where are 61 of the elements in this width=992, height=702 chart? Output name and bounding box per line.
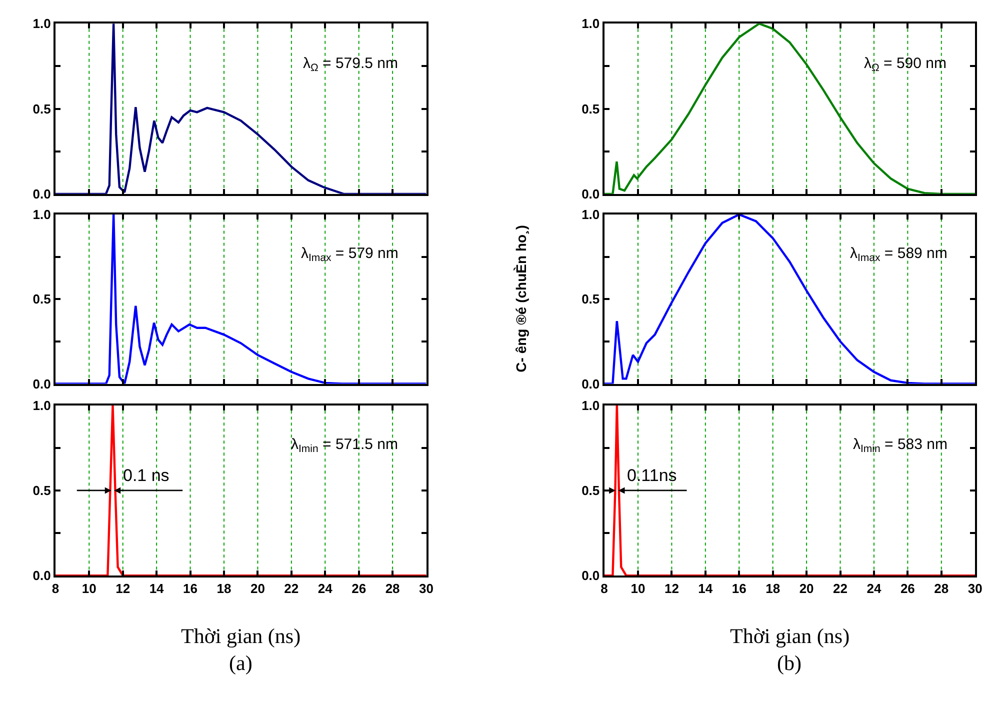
annotation: λ$_{Ω}$ = 579.5 nm bbox=[303, 55, 398, 74]
annotation: λ$_{Ω}$ = 590 nm bbox=[864, 55, 946, 74]
x-tick-label: 20 bbox=[799, 581, 814, 596]
x-tick-label: 16 bbox=[183, 581, 198, 596]
y-tick-label: 0.0 bbox=[582, 186, 600, 202]
y-axis-title: C- êng ®é (chuÈn ho¸) bbox=[513, 225, 530, 372]
x-tick-label: 16 bbox=[732, 581, 746, 596]
y-tick-label: 0.0 bbox=[582, 568, 600, 584]
x-tick-label: 22 bbox=[284, 581, 299, 596]
y-tick-label: 1.0 bbox=[32, 207, 51, 222]
line-series bbox=[604, 405, 976, 576]
line-series bbox=[55, 214, 426, 384]
y-tick-label: 0.0 bbox=[582, 376, 600, 392]
x-tick-label: 12 bbox=[116, 581, 130, 596]
x-tick-label: 22 bbox=[833, 581, 848, 596]
line-series bbox=[604, 214, 976, 384]
x-tick-label: 30 bbox=[419, 581, 434, 596]
text: (a) bbox=[229, 651, 252, 675]
text: (b) bbox=[777, 651, 802, 675]
y-tick-label: 0.5 bbox=[582, 482, 600, 498]
x-tick-label: 12 bbox=[664, 581, 679, 596]
x-tick-label: 8 bbox=[52, 581, 60, 596]
y-tick-label: 1.0 bbox=[32, 398, 51, 413]
x-tick-label: 28 bbox=[385, 581, 400, 596]
line-series bbox=[55, 405, 426, 576]
line-series bbox=[604, 24, 976, 194]
annotation: 0.11ns bbox=[627, 466, 677, 485]
y-tick-label: 0.0 bbox=[32, 186, 51, 202]
x-tick-label: 28 bbox=[934, 581, 949, 596]
y-tick-label: 1.0 bbox=[582, 398, 600, 413]
x-tick-label: 26 bbox=[352, 581, 366, 596]
y-tick-label: 1.0 bbox=[582, 207, 600, 222]
line-series bbox=[55, 24, 426, 194]
x-tick-label: 30 bbox=[968, 581, 982, 596]
y-tick-label: 1.0 bbox=[582, 16, 600, 32]
x-tick-label: 10 bbox=[82, 581, 96, 596]
y-tick-label: 0.5 bbox=[582, 292, 600, 307]
y-tick-label: 0.5 bbox=[582, 101, 600, 116]
y-tick-label: 1.0 bbox=[32, 16, 51, 32]
x-tick-label: 26 bbox=[900, 581, 915, 596]
annotation: λ$_{Imin}$ = 583 nm bbox=[853, 436, 948, 456]
x-axis-title: Thời gian (ns) bbox=[181, 624, 301, 648]
x-tick-label: 20 bbox=[250, 581, 265, 596]
y-tick-label: 0.0 bbox=[32, 568, 51, 584]
y-tick-label: 0.5 bbox=[32, 292, 51, 307]
x-tick-label: 24 bbox=[866, 581, 882, 596]
x-tick-label: 14 bbox=[149, 581, 165, 596]
annotation: λ$_{Imax}$ = 579 nm bbox=[301, 245, 398, 264]
y-tick-label: 0.5 bbox=[32, 482, 51, 498]
y-tick-label: 0.5 bbox=[32, 101, 51, 116]
y-tick-label: 0.0 bbox=[32, 376, 51, 392]
x-tick-label: 18 bbox=[216, 581, 232, 596]
x-tick-label: 24 bbox=[318, 581, 334, 596]
x-tick-label: 8 bbox=[600, 581, 608, 596]
annotation: λ$_{Imax}$ = 589 nm bbox=[850, 245, 948, 264]
x-axis-title: Thời gian (ns) bbox=[730, 624, 850, 648]
x-tick-label: 10 bbox=[630, 581, 646, 596]
x-tick-label: 18 bbox=[766, 581, 780, 596]
annotation: λ$_{Imin}$ = 571.5 nm bbox=[291, 436, 398, 456]
annotation: 0.1 ns bbox=[123, 466, 170, 485]
x-tick-label: 14 bbox=[698, 581, 714, 596]
